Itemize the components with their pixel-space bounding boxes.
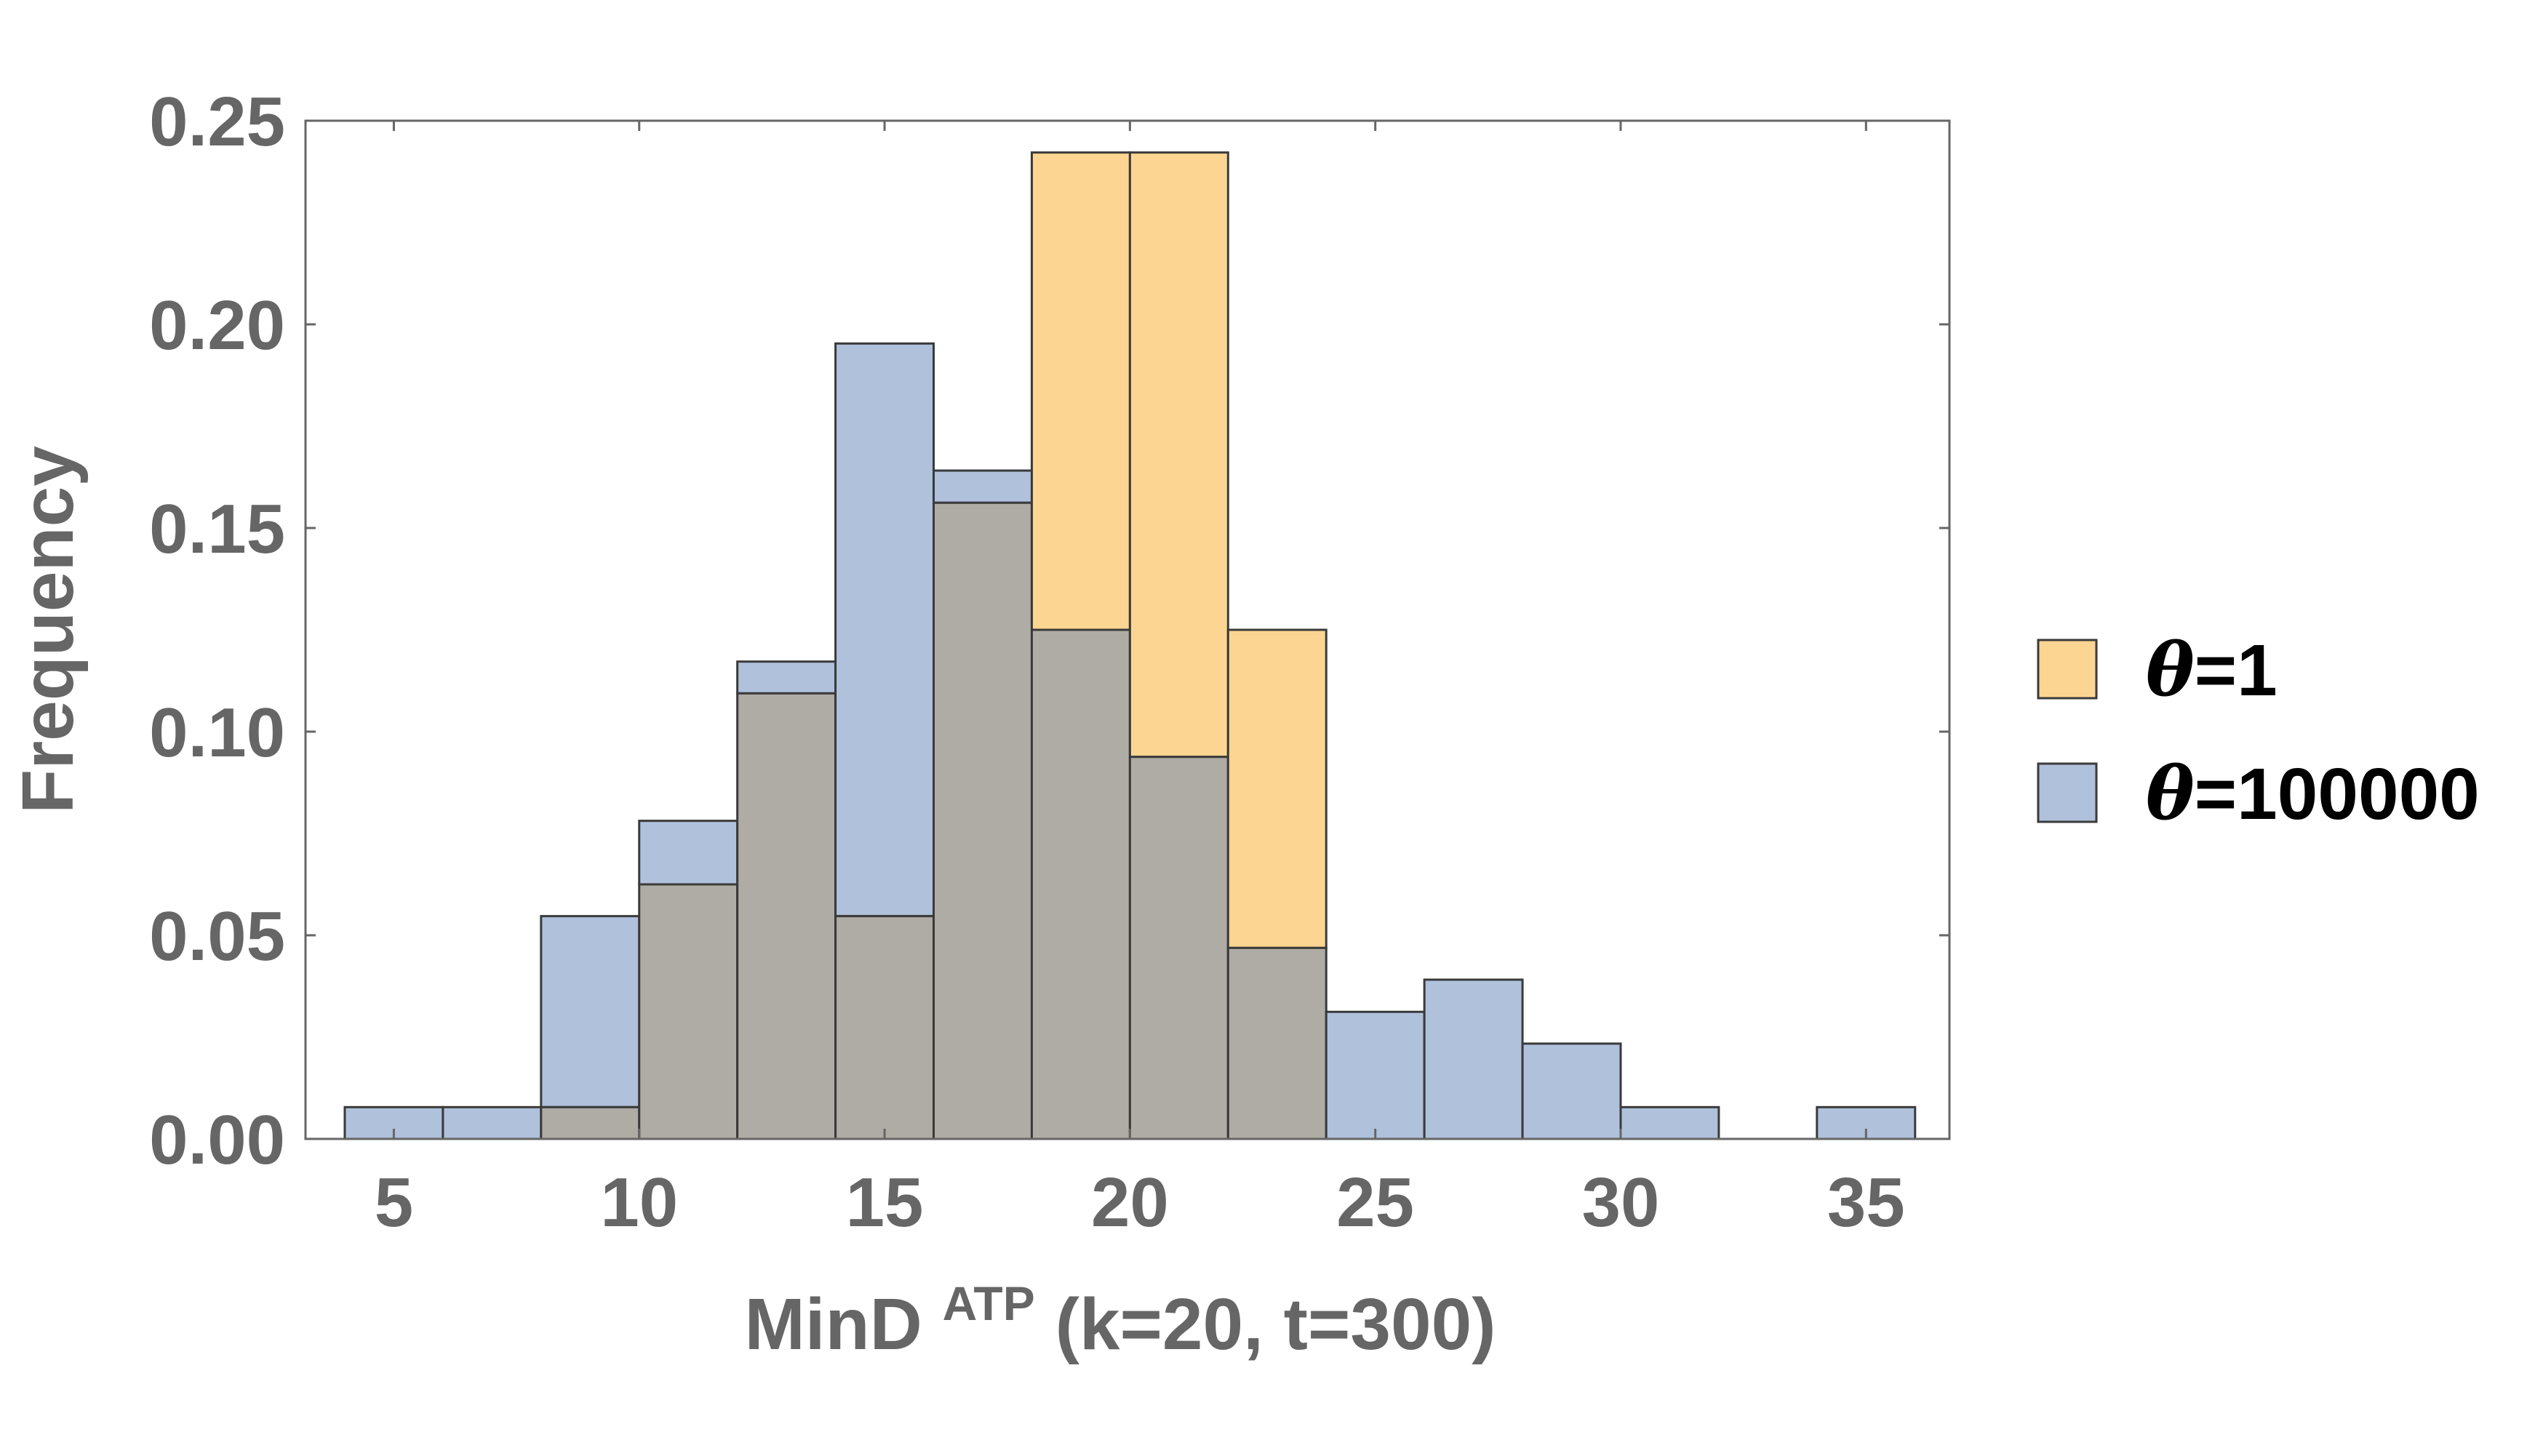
y-axis-title: Frequency xyxy=(7,446,89,814)
bars-group xyxy=(343,151,1917,1140)
histogram-bar-overlap xyxy=(1226,946,1328,1140)
histogram-bar-upper xyxy=(933,469,1033,504)
y-tick-label: 0.00 xyxy=(149,1101,285,1179)
x-tick-label: 5 xyxy=(375,1164,413,1241)
histogram-bar-upper xyxy=(442,1105,543,1140)
x-axis-title-main: MinD xyxy=(744,1284,922,1365)
legend-label-value: =100000 xyxy=(2195,753,2480,835)
ticks-group: 5 10 15 20 25 30 35 0.00 0.05 0.10 0.15 0.20 0.25 xyxy=(149,83,1949,1241)
x-axis-title-rest: (k=20, t=300) xyxy=(1055,1284,1496,1365)
histogram-bar-upper xyxy=(638,820,739,886)
histogram-bar-overlap xyxy=(933,501,1033,1140)
y-tick-label: 0.05 xyxy=(149,897,285,975)
histogram-bar-upper xyxy=(1619,1105,1720,1140)
x-axis-title-superscript: ATP xyxy=(943,1276,1035,1330)
legend-label-symbol: θ xyxy=(2146,751,2195,836)
legend-swatch xyxy=(2037,762,2098,823)
y-tick-label: 0.10 xyxy=(149,694,285,772)
histogram-bar-upper xyxy=(736,660,837,695)
legend: θ=1θ=100000 xyxy=(2037,627,2480,836)
legend-label-symbol: θ xyxy=(2146,627,2195,713)
legend-label-value: =1 xyxy=(2195,630,2277,711)
legend-label: θ=1 xyxy=(2146,627,2277,713)
histogram-bar-upper xyxy=(1226,628,1328,949)
x-tick-label: 20 xyxy=(1091,1164,1169,1241)
x-tick-label: 30 xyxy=(1582,1164,1660,1241)
plot-frame xyxy=(304,119,1951,1140)
x-axis-title: MinD ATP (k=20, t=300) xyxy=(744,1255,1496,1365)
legend-swatch xyxy=(2037,639,2098,700)
histogram-bar-overlap xyxy=(834,915,935,1140)
histogram-bar-overlap xyxy=(1128,756,1229,1140)
histogram-bar-upper xyxy=(1030,151,1131,631)
y-tick-label: 0.20 xyxy=(149,287,285,364)
histogram-bar-upper xyxy=(1423,978,1524,1140)
histogram-bar-upper xyxy=(834,342,935,918)
legend-label: θ=100000 xyxy=(2146,751,2480,836)
histogram-bar-overlap xyxy=(540,1105,641,1140)
histogram-bar-overlap xyxy=(638,883,739,1140)
histogram-bar-overlap xyxy=(1030,628,1131,1140)
x-tick-label: 35 xyxy=(1827,1164,1905,1241)
histogram-bar-upper xyxy=(1521,1042,1622,1140)
histogram-bar-upper xyxy=(1325,1010,1426,1140)
y-tick-label: 0.15 xyxy=(149,490,285,568)
histogram-bar-overlap xyxy=(736,692,837,1140)
histogram-bar-upper xyxy=(540,915,641,1108)
x-tick-label: 25 xyxy=(1336,1164,1414,1241)
x-tick-label: 10 xyxy=(600,1164,678,1241)
histogram-bar-upper xyxy=(1128,151,1229,759)
x-tick-label: 15 xyxy=(846,1164,924,1241)
y-tick-label: 0.25 xyxy=(149,83,285,161)
